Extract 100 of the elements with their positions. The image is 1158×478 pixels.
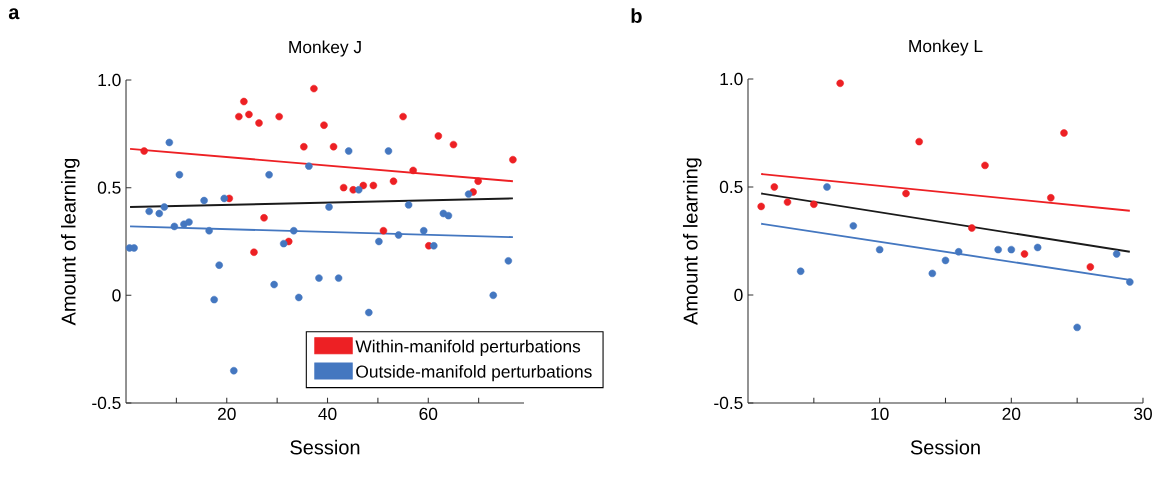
point xyxy=(384,147,393,155)
x-tick-label: 40 xyxy=(318,407,337,420)
point xyxy=(290,226,298,235)
point xyxy=(295,293,303,302)
chart-title: Monkey L xyxy=(909,39,983,56)
point xyxy=(1033,243,1042,252)
point xyxy=(279,239,288,248)
point xyxy=(230,366,238,375)
point xyxy=(300,143,308,151)
point xyxy=(185,218,193,226)
point xyxy=(175,171,184,179)
text: a xyxy=(8,8,20,20)
point xyxy=(928,269,937,278)
point xyxy=(155,209,163,218)
point xyxy=(255,119,263,127)
point xyxy=(145,207,153,216)
point xyxy=(504,257,513,265)
legend-label: Within-manifold perturbations xyxy=(355,339,581,356)
y-tick-label: 1.0 xyxy=(720,72,743,86)
point xyxy=(941,256,950,265)
legend-label: Outside-manifold perturbations xyxy=(356,365,592,382)
point xyxy=(130,244,138,252)
point xyxy=(389,177,398,185)
point xyxy=(205,226,213,235)
point xyxy=(823,183,831,191)
point xyxy=(359,181,368,190)
y-tick-label: 1.0 xyxy=(98,73,121,87)
point xyxy=(902,189,910,198)
point xyxy=(320,121,328,129)
point xyxy=(355,186,363,194)
point xyxy=(165,138,174,147)
y-axis-title: Amount of learning xyxy=(682,158,702,325)
point xyxy=(339,183,348,192)
point xyxy=(305,162,313,170)
point xyxy=(235,112,243,121)
point xyxy=(240,97,248,106)
x-tick-label: 20 xyxy=(218,407,236,420)
point xyxy=(915,137,923,146)
point xyxy=(275,112,283,121)
point xyxy=(420,226,428,235)
x-axis-title: Session xyxy=(290,439,360,455)
point xyxy=(489,291,497,300)
point xyxy=(379,226,388,235)
point xyxy=(409,166,417,175)
point xyxy=(375,237,383,246)
point xyxy=(444,211,453,220)
point xyxy=(170,222,179,231)
point xyxy=(954,248,963,256)
x-tick-label: 30 xyxy=(1134,407,1152,420)
point xyxy=(210,295,218,304)
point xyxy=(270,280,278,289)
point xyxy=(140,147,148,155)
point xyxy=(369,181,378,190)
point xyxy=(796,267,805,275)
point xyxy=(329,143,338,151)
y-tick-label: 0 xyxy=(734,288,743,302)
point xyxy=(449,140,458,149)
point xyxy=(770,183,779,191)
point xyxy=(474,177,482,185)
point xyxy=(1086,263,1095,271)
point xyxy=(334,274,343,282)
point xyxy=(1047,194,1055,202)
point xyxy=(430,242,438,250)
y-tick-label: -0.5 xyxy=(92,396,121,410)
point xyxy=(875,245,884,254)
point xyxy=(215,261,223,269)
x-tick-label: 20 xyxy=(1002,407,1021,420)
point xyxy=(160,203,169,211)
point xyxy=(1007,245,1016,254)
point xyxy=(757,202,765,211)
point xyxy=(1112,250,1121,258)
x-axis-title: Session xyxy=(910,439,980,455)
point xyxy=(783,198,792,206)
point xyxy=(1060,129,1068,137)
point xyxy=(1073,323,1081,332)
point xyxy=(220,194,228,203)
point xyxy=(200,196,208,205)
point xyxy=(836,79,844,88)
point xyxy=(810,200,818,209)
point xyxy=(315,274,323,282)
point xyxy=(365,308,373,317)
point xyxy=(1126,278,1134,286)
y-tick-label: 0.5 xyxy=(719,180,743,194)
point xyxy=(849,222,858,230)
point xyxy=(399,112,407,121)
point xyxy=(404,201,413,209)
point xyxy=(245,110,253,119)
point xyxy=(434,132,443,140)
point xyxy=(509,155,517,164)
point xyxy=(265,171,273,179)
point xyxy=(325,203,333,211)
y-tick-label: 0 xyxy=(112,289,121,302)
y-tick-label: -0.5 xyxy=(714,396,743,410)
point xyxy=(260,214,268,222)
chart-title: Monkey J xyxy=(289,40,361,57)
point xyxy=(1020,250,1029,258)
point xyxy=(310,84,318,93)
y-axis-title: Amount of learning xyxy=(60,158,80,326)
point xyxy=(968,224,976,232)
x-tick-label: 60 xyxy=(419,407,438,420)
